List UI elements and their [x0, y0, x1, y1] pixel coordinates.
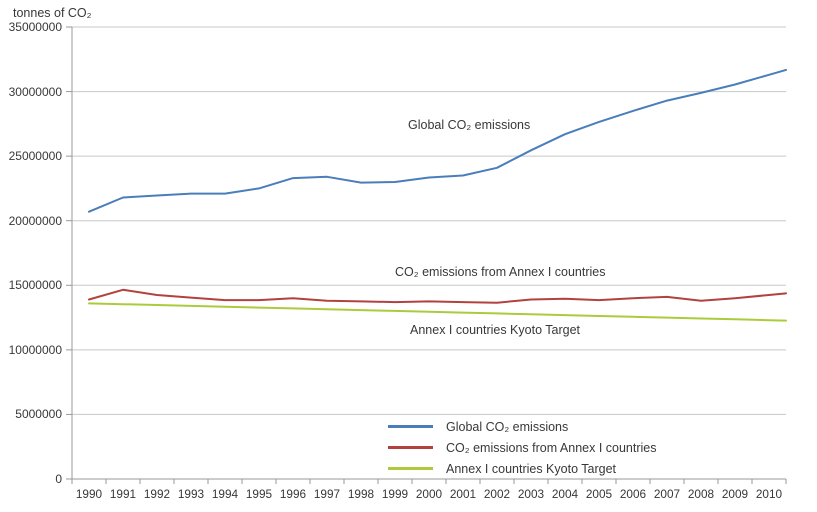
- y-axis-label: 0: [55, 472, 62, 486]
- y-axis-label: 25000000: [8, 149, 62, 164]
- x-axis-label: 2003: [517, 487, 545, 501]
- series-line-0: [88, 68, 787, 213]
- y-axis-label: 35000000: [8, 20, 62, 34]
- x-axis-label: 1998: [347, 487, 375, 501]
- legend-row-annex1: CO₂ emissions from Annex I countries: [388, 437, 657, 458]
- x-axis-label: 1991: [109, 487, 137, 501]
- x-axis-label: 1992: [143, 487, 171, 501]
- x-axis-label: 1993: [177, 487, 205, 501]
- x-axis-label: 2004: [551, 487, 579, 501]
- x-axis-label: 2008: [687, 487, 715, 501]
- legend-row-global: Global CO₂ emissions: [388, 416, 657, 437]
- y-axis-label: 5000000: [15, 407, 62, 422]
- x-axis-label: 2005: [585, 487, 613, 501]
- legend-swatch-global-line: [388, 425, 433, 428]
- x-axis-label: 1996: [279, 487, 307, 501]
- x-axis-label: 2007: [653, 487, 681, 501]
- legend-row-kyoto: Annex I countries Kyoto Target: [388, 458, 657, 479]
- y-axis-label: 30000000: [8, 84, 62, 99]
- series-label-annex1-emissions: CO₂ emissions from Annex I countries: [395, 265, 606, 279]
- x-axis-label: 1990: [75, 487, 103, 501]
- x-axis-label: 2006: [619, 487, 647, 501]
- series-label-kyoto-target: Annex I countries Kyoto Target: [410, 323, 581, 337]
- x-axis-label: 1995: [245, 487, 273, 501]
- y-axis-label: 10000000: [8, 342, 62, 357]
- series-label-global-emissions: Global CO₂ emissions: [408, 118, 531, 132]
- x-axis-label: 2009: [721, 487, 749, 501]
- x-axis-label: 2002: [483, 487, 511, 501]
- legend: Global CO₂ emissions CO₂ emissions from …: [388, 416, 657, 479]
- legend-label-kyoto: Annex I countries Kyoto Target: [446, 461, 617, 476]
- y-axis-label: 20000000: [8, 213, 62, 228]
- x-axis-label: 2010: [755, 487, 783, 501]
- legend-label-global: Global CO₂ emissions: [446, 419, 569, 434]
- legend-swatch-annex1-line: [388, 446, 433, 449]
- x-axis-label: 2001: [449, 487, 477, 501]
- x-axis-label: 1999: [381, 487, 409, 501]
- y-axis-labels: 35000000 30000000 25000000 20000000 15000000…: [0, 0, 63, 512]
- legend-swatch-kyoto-line: [388, 467, 433, 470]
- legend-label-annex1: CO₂ emissions from Annex I countries: [446, 440, 657, 455]
- series-line-1: [88, 288, 787, 304]
- y-axis-title: tonnes of CO₂: [13, 6, 92, 20]
- x-axis-label: 1997: [313, 487, 341, 501]
- x-axis-label: 2000: [415, 487, 443, 501]
- x-axis-label: 1994: [211, 487, 239, 501]
- y-axis-label: 15000000: [8, 278, 62, 293]
- series-line-2: [88, 302, 787, 322]
